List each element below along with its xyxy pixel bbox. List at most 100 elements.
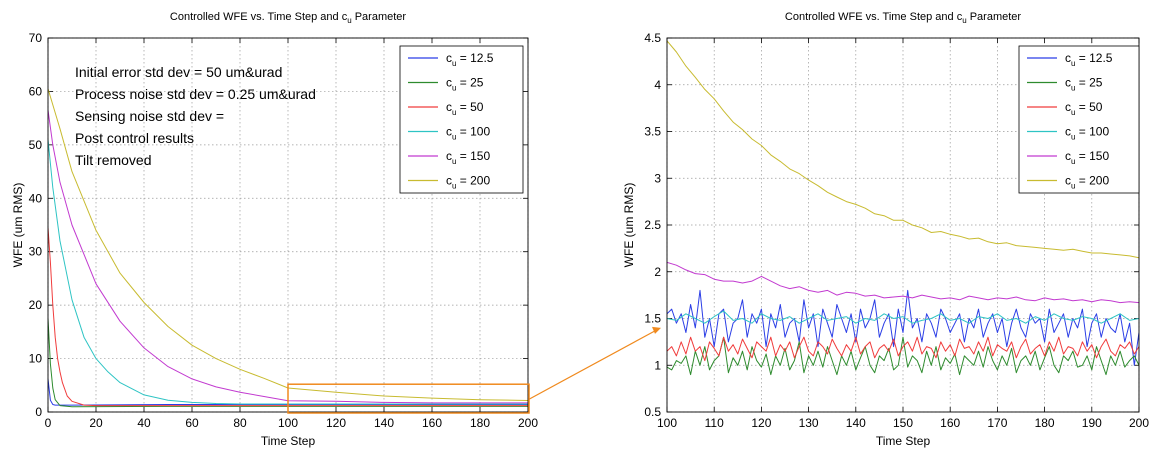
legend-label-subscript: u: [1071, 59, 1075, 68]
series-line-4: [667, 310, 1139, 324]
legend-label-prefix: c: [1065, 51, 1071, 65]
y-axis-label: WFE (um RMS): [11, 183, 25, 268]
legend-label-subscript: u: [452, 182, 456, 191]
legend-label-subscript: u: [1071, 133, 1075, 142]
legend-label: cu = 25: [1065, 76, 1103, 93]
legend-label: cu = 150: [446, 149, 490, 166]
legend-label-subscript: u: [452, 59, 456, 68]
y-tick-label: 40: [29, 191, 43, 205]
chart-title-main: Controlled WFE vs. Time Step and c: [170, 11, 348, 23]
legend-label: cu = 100: [446, 125, 490, 142]
x-tick-label: 160: [422, 416, 442, 430]
x-tick-label: 40: [137, 416, 151, 430]
annotation-line: Tilt removed: [75, 152, 152, 168]
x-tick-label: 140: [846, 416, 866, 430]
legend-label-suffix: = 100: [456, 125, 490, 139]
series-line-5: [667, 261, 1139, 304]
x-tick-label: 100: [278, 416, 298, 430]
legend-label-prefix: c: [446, 174, 452, 188]
y-tick-label: 4.5: [644, 31, 661, 45]
y-tick-label: 2: [654, 265, 661, 279]
y-tick-label: 30: [29, 245, 43, 259]
legend-label: cu = 50: [1065, 100, 1103, 117]
y-tick-label: 1: [654, 358, 661, 372]
x-axis-label: Time Step: [261, 434, 316, 448]
chart-title: Controlled WFE vs. Time Step and cu Para…: [785, 11, 1021, 25]
legend-label-suffix: = 50: [456, 100, 483, 114]
x-tick-label: 60: [185, 416, 199, 430]
legend-label-prefix: c: [1065, 149, 1071, 163]
legend-label-prefix: c: [1065, 125, 1071, 139]
plot-frame: [666, 37, 1140, 413]
legend-label: cu = 200: [446, 174, 490, 191]
legend-label-subscript: u: [452, 133, 456, 142]
series-line-4: [48, 139, 528, 405]
zoom-arrow-head: [652, 326, 661, 334]
series-line-1: [667, 289, 1139, 366]
legend-label-subscript: u: [1071, 84, 1075, 93]
left-chart: Controlled WFE vs. Time Step and cu Para…: [11, 11, 538, 448]
y-tick-label: 20: [29, 298, 43, 312]
y-tick-label: 4: [654, 78, 661, 92]
y-tick-label: 60: [29, 84, 43, 98]
legend-label-suffix: = 50: [1075, 100, 1102, 114]
zoom-indicator: [287, 326, 661, 414]
legend-label-suffix: = 100: [1075, 125, 1109, 139]
legend-label: cu = 150: [1065, 149, 1109, 166]
legend-label-prefix: c: [446, 149, 452, 163]
legend-label-subscript: u: [452, 84, 456, 93]
legend-label-suffix: = 12.5: [456, 51, 493, 65]
legend-label-suffix: = 200: [456, 174, 490, 188]
series-line-6: [667, 40, 1139, 259]
y-tick-label: 3.5: [644, 125, 661, 139]
chart-title-subscript: u: [962, 16, 966, 25]
series-line-2: [667, 336, 1139, 376]
y-tick-label: 0.5: [644, 405, 661, 419]
legend-label-prefix: c: [446, 100, 452, 114]
series-line-3: [667, 336, 1139, 362]
series-line-6: [48, 88, 528, 401]
legend-box: [1018, 45, 1140, 194]
legend-label-suffix: = 150: [1075, 149, 1109, 163]
legend-label-prefix: c: [446, 51, 452, 65]
x-tick-label: 160: [940, 416, 960, 430]
series-group: [48, 88, 528, 408]
y-tick-label: 3: [654, 171, 661, 185]
x-tick-label: 180: [470, 416, 490, 430]
x-tick-label: 200: [518, 416, 538, 430]
x-tick-label: 170: [987, 416, 1007, 430]
annotation-line: Post control results: [75, 130, 194, 146]
chart-title-main: Controlled WFE vs. Time Step and c: [785, 11, 963, 23]
legend-label-prefix: c: [1065, 100, 1071, 114]
legend-label: cu = 50: [446, 100, 484, 117]
y-tick-label: 50: [29, 138, 43, 152]
legend-label-suffix: = 25: [456, 76, 483, 90]
legend-label-prefix: c: [446, 76, 452, 90]
right-chart: Controlled WFE vs. Time Step and cu Para…: [622, 11, 1149, 448]
legend-label: cu = 12.5: [446, 51, 494, 68]
y-tick-label: 70: [29, 31, 43, 45]
series-group: [667, 40, 1139, 376]
y-tick-label: 10: [29, 352, 43, 366]
x-tick-label: 120: [326, 416, 346, 430]
x-tick-label: 20: [89, 416, 103, 430]
legend-label-prefix: c: [1065, 76, 1071, 90]
legend-label: cu = 200: [1065, 174, 1109, 191]
series-line-2: [48, 318, 528, 408]
chart-title-subscript: u: [347, 16, 351, 25]
legend-label-prefix: c: [446, 125, 452, 139]
x-tick-label: 130: [799, 416, 819, 430]
legend-label: cu = 100: [1065, 125, 1109, 142]
y-axis-label: WFE (um RMS): [622, 183, 636, 268]
legend-label-suffix: = 12.5: [1075, 51, 1112, 65]
legend-label-suffix: = 150: [456, 149, 490, 163]
x-tick-label: 110: [705, 416, 724, 430]
series-line-3: [48, 227, 528, 407]
x-tick-label: 200: [1129, 416, 1149, 430]
annotation-line: Process noise std dev = 0.25 um&urad: [75, 86, 316, 102]
x-tick-label: 0: [45, 416, 52, 430]
zoom-arrow-line: [528, 330, 656, 400]
legend-label-suffix: = 200: [1075, 174, 1109, 188]
x-tick-label: 120: [751, 416, 771, 430]
legend-label-subscript: u: [1071, 108, 1075, 117]
